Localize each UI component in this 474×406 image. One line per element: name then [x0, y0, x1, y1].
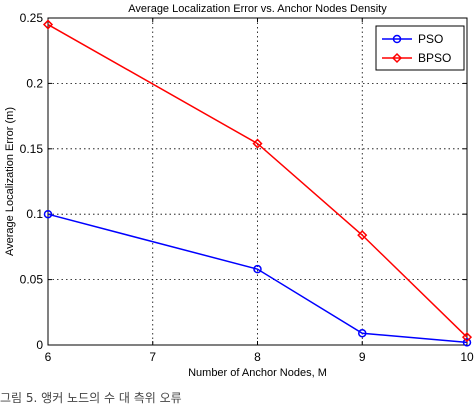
- chart-title: Average Localization Error vs. Anchor No…: [128, 3, 387, 15]
- pso-data-point: [462, 338, 472, 347]
- figure-caption: 그림 5. 앵커 노드의 수 대 측위 오류: [0, 391, 182, 405]
- bpso-data-point: [461, 332, 473, 343]
- legend: PSO BPSO: [375, 25, 465, 71]
- pso-data-point: [43, 209, 53, 219]
- x-tick-label: 9: [359, 350, 366, 364]
- x-tick-label: 6: [45, 350, 52, 364]
- y-tick-label: 0.25: [20, 11, 44, 25]
- legend-marker-pso: [392, 34, 402, 44]
- y-tick-label: 0.15: [20, 142, 44, 156]
- bpso-data-point: [357, 230, 368, 241]
- pso-data-point: [358, 328, 367, 338]
- x-tick-label: 10: [460, 350, 474, 364]
- bpso-data-point: [252, 138, 263, 149]
- pso-line: [47, 213, 468, 344]
- y-tick-label: 0.1: [26, 207, 43, 221]
- x-tick-label: 8: [254, 350, 261, 364]
- legend-label-bpso: BPSO: [418, 51, 451, 65]
- grid-lines: [48, 18, 467, 345]
- series-bpso: [42, 19, 473, 343]
- series-layer: [42, 19, 473, 347]
- y-axis-label: Average Localization Error (m): [4, 107, 16, 256]
- legend-label-pso: PSO: [418, 32, 443, 46]
- y-tick-label: 0.05: [20, 273, 44, 287]
- pso-data-point: [253, 264, 262, 274]
- bpso-line: [47, 23, 468, 338]
- y-tick-label: 0.2: [26, 76, 43, 90]
- legend-marker-bpso: [391, 52, 403, 64]
- y-tick-label: 0: [36, 338, 43, 352]
- series-pso: [43, 209, 472, 347]
- bpso-data-point: [42, 19, 54, 30]
- legend-box: [375, 25, 465, 71]
- x-axis-label: Number of Anchor Nodes, M: [188, 367, 327, 379]
- x-tick-label: 7: [149, 350, 156, 364]
